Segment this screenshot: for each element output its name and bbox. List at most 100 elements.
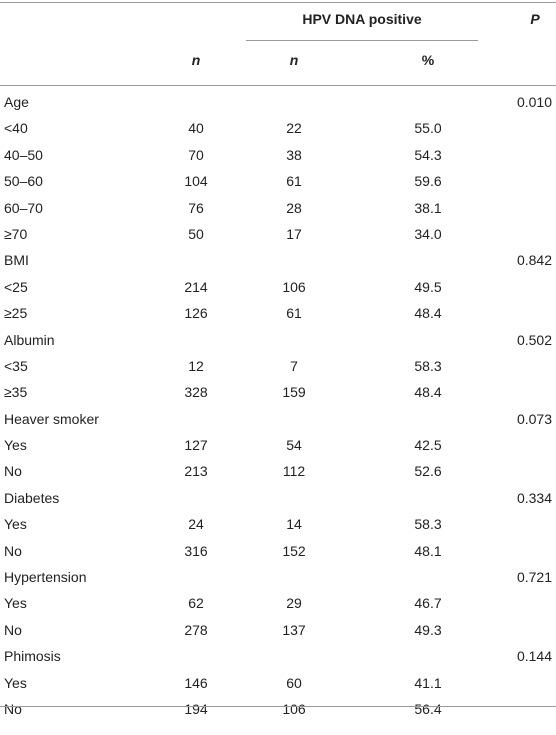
table-row: No 213 112 52.6	[0, 459, 556, 485]
percent-cell: 58.3	[414, 357, 442, 374]
table-row: <35 12 7 58.3	[0, 354, 556, 380]
row-label: No	[4, 621, 22, 638]
table-row: <25 214 106 49.5	[0, 275, 556, 301]
table-row: ≥25 126 61 48.4	[0, 301, 556, 327]
row-label: Phimosis	[4, 648, 61, 665]
p-value-cell: 0.073	[516, 410, 552, 427]
total-n-cell: 328	[184, 384, 208, 401]
total-n-cell: 127	[184, 437, 208, 454]
row-label: 60–70	[4, 199, 43, 216]
row-label: ≥25	[4, 305, 28, 322]
row-label: Yes	[4, 674, 27, 691]
table-row: No 194 106 56.4	[0, 697, 556, 723]
percent-cell: 58.3	[414, 516, 442, 533]
table-row: ≥35 328 159 48.4	[0, 380, 556, 406]
row-label: 40–50	[4, 146, 43, 163]
bottom-rule	[0, 706, 556, 707]
percent-cell: 48.4	[414, 384, 442, 401]
top-rule	[0, 2, 556, 3]
percent-cell: 34.0	[414, 225, 442, 242]
total-n-cell: 126	[184, 305, 208, 322]
table-body: Age 0.010 <40 40 22 55.0 40–50 70 38 54.3 50–60 104…	[0, 90, 556, 723]
row-label: <40	[4, 120, 28, 137]
row-label: BMI	[4, 252, 29, 269]
spanner-rule	[246, 40, 478, 41]
row-label: Albumin	[4, 331, 55, 348]
total-n-cell: 278	[184, 621, 208, 638]
row-label: Yes	[4, 516, 27, 533]
n-total-header: n	[191, 52, 201, 68]
percent-cell: 48.1	[414, 542, 442, 559]
positive-n-cell: 159	[282, 384, 306, 401]
table-row: Albumin 0.502	[0, 328, 556, 354]
positive-n-cell: 14	[286, 516, 302, 533]
row-label: No	[4, 700, 22, 717]
table-row: 60–70 76 28 38.1	[0, 196, 556, 222]
positive-n-cell: 28	[286, 199, 302, 216]
row-label: ≥35	[4, 384, 28, 401]
total-n-cell: 214	[184, 278, 208, 295]
positive-n-cell: 17	[286, 225, 302, 242]
total-n-cell: 316	[184, 542, 208, 559]
hpv-dna-positive-header: HPV DNA positive	[302, 11, 422, 27]
positive-n-cell: 137	[282, 621, 306, 638]
row-label: <35	[4, 357, 28, 374]
p-value-cell: 0.842	[516, 252, 552, 269]
total-n-cell: 12	[188, 357, 204, 374]
p-value-header: P	[530, 11, 540, 27]
p-value-cell: 0.010	[516, 94, 552, 110]
table-row: Phimosis 0.144	[0, 644, 556, 670]
table-row: Yes 24 14 58.3	[0, 512, 556, 538]
header-rule	[0, 85, 556, 86]
positive-n-cell: 7	[290, 357, 298, 374]
row-label: <25	[4, 278, 28, 295]
positive-n-cell: 29	[286, 595, 302, 612]
table-row: No 278 137 49.3	[0, 618, 556, 644]
row-label: Diabetes	[4, 489, 60, 506]
percent-cell: 59.6	[414, 173, 442, 190]
positive-n-cell: 112	[282, 463, 306, 480]
total-n-cell: 76	[188, 199, 204, 216]
percent-cell: 49.5	[414, 278, 442, 295]
percent-cell: 46.7	[414, 595, 442, 612]
table-row: ≥70 50 17 34.0	[0, 222, 556, 248]
table-row: Heaver smoker 0.073	[0, 407, 556, 433]
positive-n-cell: 152	[282, 542, 306, 559]
positive-n-cell: 22	[286, 120, 302, 137]
p-value-cell: 0.502	[516, 331, 552, 348]
total-n-cell: 50	[188, 225, 204, 242]
percent-cell: 49.3	[414, 621, 442, 638]
percent-cell: 54.3	[414, 146, 442, 163]
positive-n-cell: 61	[286, 305, 302, 322]
row-label: No	[4, 463, 22, 480]
percent-cell: 42.5	[414, 437, 442, 454]
p-value-cell: 0.334	[516, 489, 552, 506]
percent-cell: 52.6	[414, 463, 442, 480]
table-row: Yes 146 60 41.1	[0, 671, 556, 697]
table-row: Age 0.010	[0, 90, 556, 116]
positive-n-cell: 106	[282, 278, 306, 295]
row-label: Yes	[4, 437, 27, 454]
total-n-cell: 70	[188, 146, 204, 163]
p-value-cell: 0.721	[516, 569, 552, 586]
total-n-cell: 194	[184, 700, 208, 717]
positive-n-cell: 60	[286, 674, 302, 691]
table-row: Yes 62 29 46.7	[0, 591, 556, 617]
table-row: Yes 127 54 42.5	[0, 433, 556, 459]
row-label: Yes	[4, 595, 27, 612]
table-row: Diabetes 0.334	[0, 486, 556, 512]
positive-n-cell: 106	[282, 700, 306, 717]
table-row: No 316 152 48.1	[0, 539, 556, 565]
table-row: BMI 0.842	[0, 248, 556, 274]
row-label: ≥70	[4, 225, 28, 242]
positive-n-cell: 38	[286, 146, 302, 163]
positive-n-cell: 61	[286, 173, 302, 190]
percent-cell: 56.4	[414, 700, 442, 717]
row-label: No	[4, 542, 22, 559]
total-n-cell: 24	[188, 516, 204, 533]
percent-cell: 41.1	[414, 674, 442, 691]
n-positive-header: n	[289, 52, 299, 68]
percent-cell: 55.0	[414, 120, 442, 137]
table-row: Hypertension 0.721	[0, 565, 556, 591]
